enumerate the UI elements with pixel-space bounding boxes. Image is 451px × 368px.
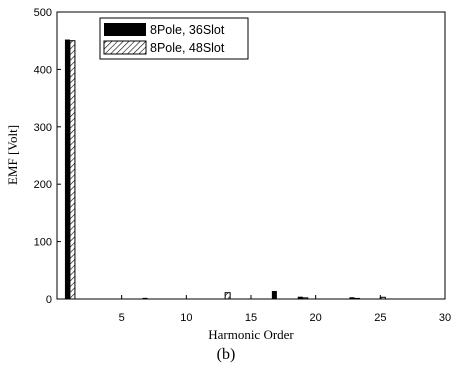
y-tick-label: 100	[34, 237, 52, 249]
x-tick-label: 5	[119, 312, 125, 324]
bar-48slot-h1	[69, 40, 76, 300]
bar-36slot-h7	[142, 297, 148, 299]
y-tick-label: 500	[34, 7, 52, 19]
bar-36slot-h1	[64, 39, 70, 299]
bar-36slot-h17	[271, 290, 277, 299]
y-tick-label: 0	[46, 294, 52, 306]
y-tick-label: 200	[34, 179, 52, 191]
y-tick-label: 300	[34, 122, 52, 134]
x-tick-label: 10	[180, 312, 192, 324]
figure-caption: (b)	[217, 346, 236, 363]
legend-swatch-36slot	[104, 23, 146, 36]
y-tick-labels: 0 100 200 300 400 500	[34, 7, 52, 306]
y-tick-label: 400	[34, 64, 52, 76]
bar-36slot-h19	[297, 296, 303, 299]
x-tick-labels: 5 10 15 20 25 30	[119, 312, 451, 324]
bar-48slot-h13	[224, 292, 231, 300]
legend-label-36slot: 8Pole, 36Slot	[150, 23, 225, 37]
x-tick-label: 15	[245, 312, 257, 324]
x-tick-label: 25	[374, 312, 386, 324]
x-tick-label: 20	[310, 312, 322, 324]
legend-label-48slot: 8Pole, 48Slot	[150, 41, 225, 55]
plot-frame	[56, 11, 446, 300]
legend-swatch-48slot	[103, 40, 147, 55]
bars	[64, 39, 386, 300]
bar-36slot-h23	[349, 297, 355, 299]
legend: 8Pole, 36Slot 8Pole, 48Slot	[99, 17, 249, 60]
y-axis-title: EMF [Volt]	[5, 125, 20, 185]
x-tick-label: 30	[439, 312, 451, 324]
x-axis-title: Harmonic Order	[208, 327, 294, 342]
